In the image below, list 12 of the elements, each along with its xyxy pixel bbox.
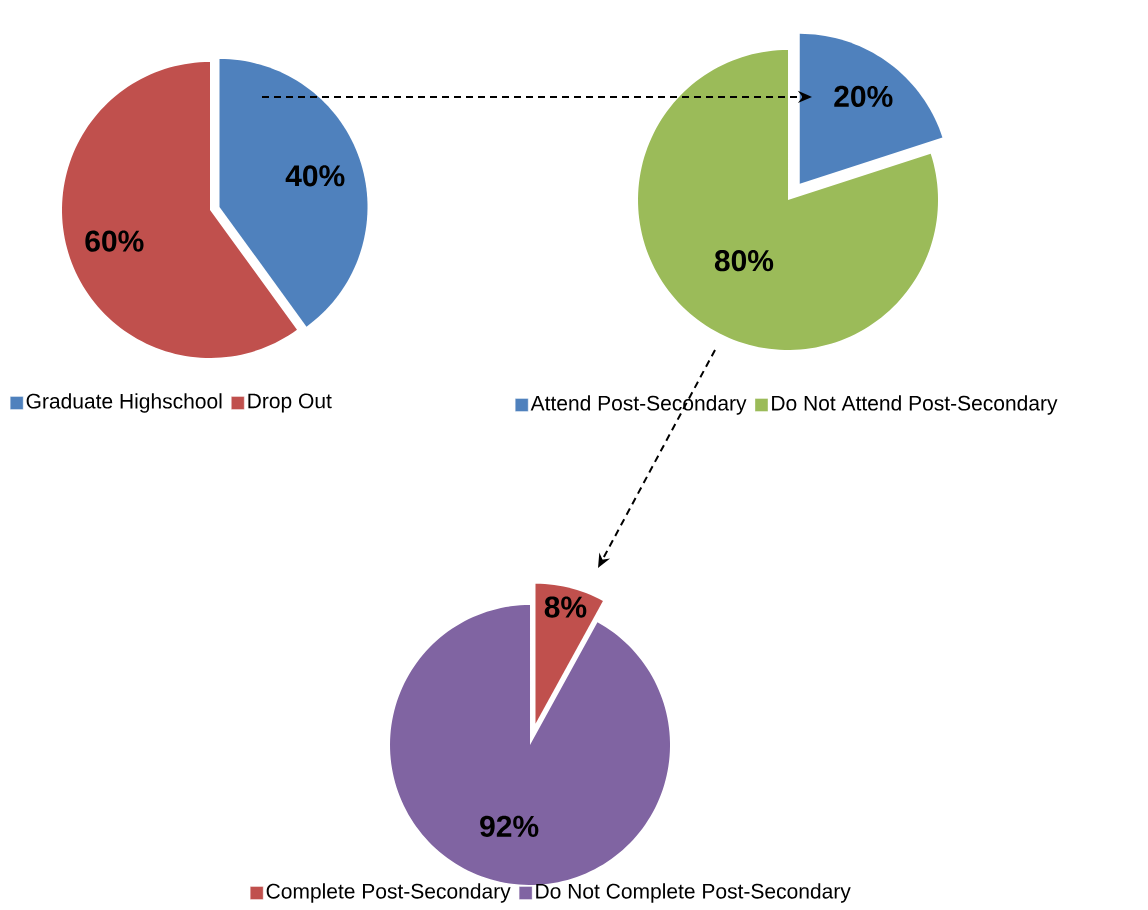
data-label: 40% [285, 165, 345, 187]
legend-label: Do Not Complete Post-Secondary [536, 883, 851, 903]
legend-label: Attend Post-Secondary [530, 395, 747, 415]
legend-label: Drop Out [248, 393, 332, 413]
legend-label: Do Not Attend Post-Secondary [772, 395, 1058, 415]
legend-label: Complete Post-Secondary [266, 883, 511, 903]
data-label: 20% [834, 85, 893, 108]
data-label: 60% [85, 230, 144, 252]
data-label: 8% [544, 596, 587, 618]
data-label: 80% [714, 250, 774, 272]
data-label: 92% [480, 815, 539, 837]
legend-label: Graduate Highschool [26, 393, 222, 413]
